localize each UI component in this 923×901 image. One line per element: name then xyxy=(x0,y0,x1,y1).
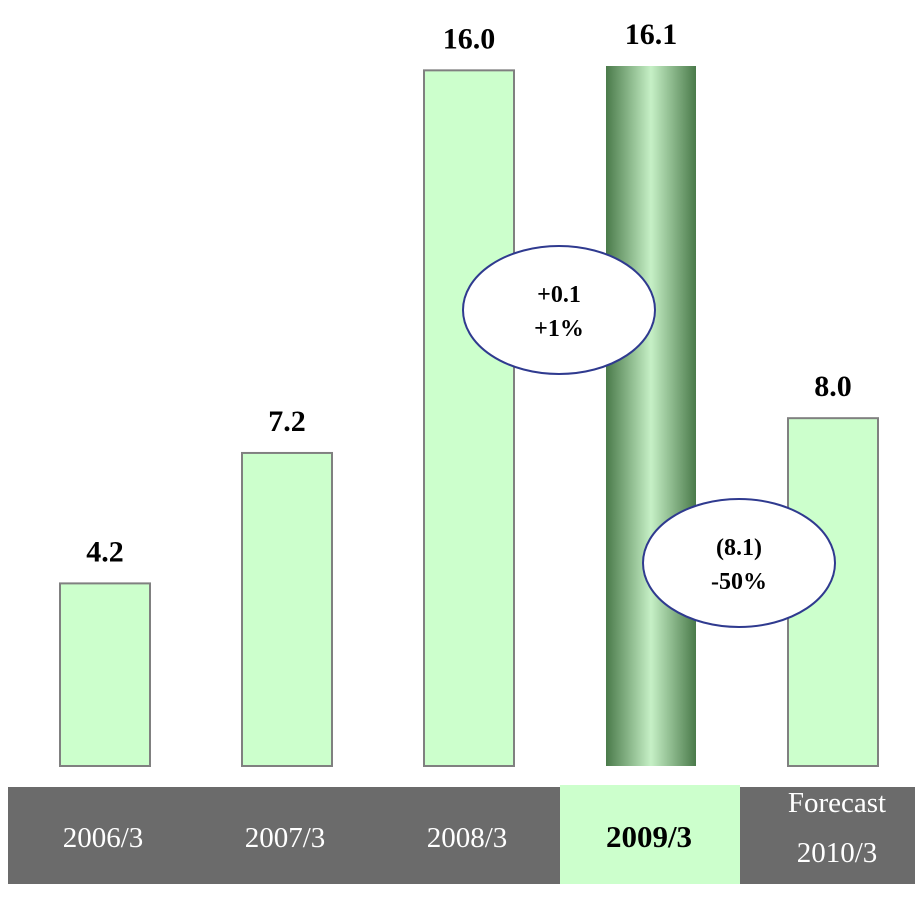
bar xyxy=(606,66,696,766)
value-label: 16.0 xyxy=(443,22,496,55)
change-bubble-text: +1% xyxy=(534,316,584,342)
category-label: 2009/3 xyxy=(606,819,692,854)
category-band-bg xyxy=(8,787,915,884)
bar xyxy=(59,582,151,767)
value-label: 4.2 xyxy=(86,535,124,568)
category-label: 2006/3 xyxy=(63,822,144,854)
category-band xyxy=(8,785,915,884)
change-bubble-text: (8.1) xyxy=(716,535,762,561)
category-label: 2008/3 xyxy=(427,822,508,854)
value-label: 8.0 xyxy=(814,370,852,403)
change-bubble xyxy=(462,245,656,375)
change-bubble-text: +0.1 xyxy=(537,282,581,308)
bar xyxy=(423,69,515,767)
value-label: 7.2 xyxy=(268,405,306,438)
category-label: 2007/3 xyxy=(245,822,326,854)
bars xyxy=(59,66,879,767)
category-label: Forecast xyxy=(788,787,886,819)
change-annotations: +0.1 +1% (8.1) -50% xyxy=(462,245,836,628)
category-labels: 2006/3 2007/3 2008/3 2009/3 Forecast 2010/3 xyxy=(63,787,886,869)
value-labels: 4.2 7.2 16.0 16.1 8.0 xyxy=(86,18,852,568)
category-highlight-cell xyxy=(560,785,740,884)
bar xyxy=(241,451,333,767)
category-label: 2010/3 xyxy=(797,837,878,869)
change-bubble-text: -50% xyxy=(711,569,767,595)
change-bubble xyxy=(642,498,836,628)
value-label: 16.1 xyxy=(625,18,678,51)
